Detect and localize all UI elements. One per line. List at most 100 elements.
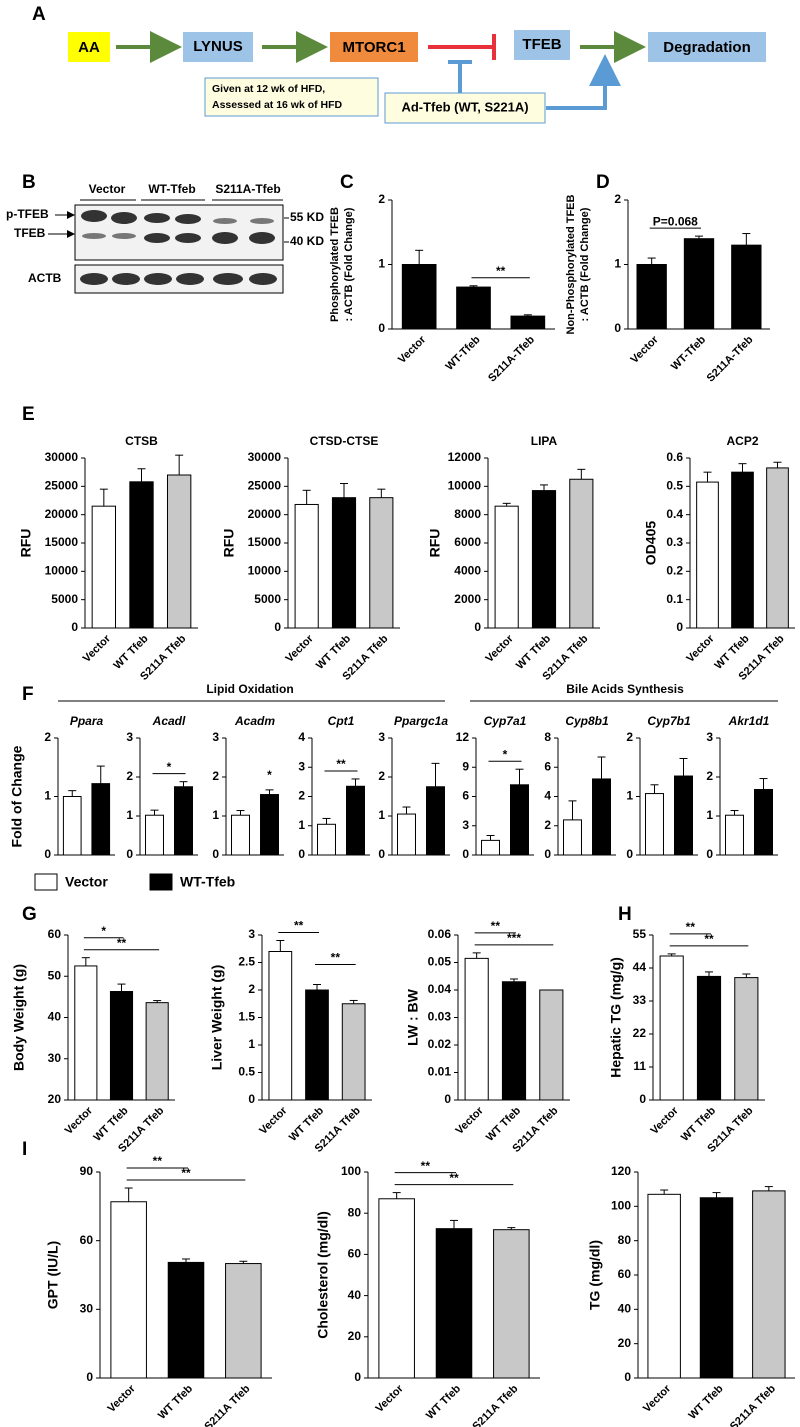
bar [369, 497, 394, 629]
y-tick-label: 2 [706, 769, 713, 783]
bar [510, 315, 546, 330]
lane-label: S211A-Tfeb [215, 182, 280, 196]
y-axis-label: RFU [221, 529, 237, 558]
bar [539, 989, 564, 1101]
y-axis-label: RFU [427, 529, 443, 558]
chart-title: Cyp7b1 [647, 714, 691, 728]
bar [346, 785, 365, 856]
x-tick-label: WT Tfeb [424, 1383, 463, 1422]
band-label: TFEB [14, 226, 46, 240]
marker-label: 40 KD [290, 234, 324, 248]
note-box [204, 77, 379, 117]
bar [305, 989, 329, 1101]
y-axis-label: RFU [18, 529, 34, 558]
y-tick-label: 0 [462, 847, 469, 861]
x-tick-label: Vector [454, 1104, 487, 1137]
note: Assessed at 16 wk of HFD [212, 99, 343, 111]
y-axis-label: Hepatic TG (mg/g) [608, 957, 624, 1078]
bar [510, 784, 529, 856]
legend-swatch [149, 873, 173, 891]
band-label: p-TFEB [6, 207, 49, 221]
legend-label: WT-Tfeb [180, 874, 235, 890]
lane-label: Vector [89, 182, 126, 196]
bar [696, 481, 719, 629]
y-tick-label: 1 [378, 808, 385, 822]
panel-label: C [340, 172, 354, 193]
y-tick-label: 0 [86, 1370, 93, 1384]
panel-label: A [32, 4, 46, 25]
x-tick-label: S211A-Tfeb [705, 334, 756, 385]
bar [766, 467, 789, 629]
y-tick-label: 6 [462, 789, 469, 803]
y-tick-label: 1 [378, 257, 385, 271]
bar [501, 981, 527, 1101]
y-tick-label: 0.03 [428, 1010, 452, 1024]
y-tick-label: 15000 [248, 535, 282, 549]
bar [317, 823, 336, 856]
y-tick-label: 2000 [454, 592, 481, 606]
y-tick-label: 60 [348, 1247, 362, 1261]
y-axis-label: TG (mg/dl) [587, 1240, 603, 1310]
y-axis-label: Cholesterol (mg/dl) [315, 1211, 331, 1339]
y-tick-label: 0 [212, 847, 219, 861]
y-tick-label: 44 [633, 960, 647, 974]
chart-title: Acadm [234, 714, 275, 728]
y-tick-label: 30000 [248, 450, 282, 464]
bar [645, 793, 664, 856]
y-tick-label: 4000 [454, 564, 481, 578]
y-tick-label: 60 [80, 1233, 94, 1247]
bar [166, 474, 192, 629]
note-box [384, 92, 546, 124]
bar [74, 965, 98, 1101]
y-axis-label: : ACTB (Fold Change) [343, 207, 355, 321]
annotation: * [167, 760, 172, 774]
y-tick-label: 1 [626, 789, 633, 803]
chart-title: CTSB [125, 434, 158, 448]
y-tick-label: 25000 [248, 479, 282, 493]
bar [592, 778, 611, 856]
lane-label: WT-Tfeb [148, 182, 195, 196]
node-label: LYNUS [193, 38, 242, 55]
y-tick-label: 3 [298, 759, 305, 773]
x-tick-label: S211A Tfeb [470, 1383, 520, 1427]
bar [456, 286, 491, 330]
annotation: ** [449, 1171, 459, 1185]
y-axis-label: : ACTB (Fold Change) [579, 207, 591, 321]
y-tick-label: 5000 [254, 592, 281, 606]
node-box [68, 32, 110, 62]
x-tick-label: WT-Tfeb [669, 334, 708, 373]
y-tick-label: 0 [624, 1370, 631, 1384]
node-box [648, 32, 766, 62]
x-tick-label: Vector [629, 333, 662, 366]
bar [145, 1002, 169, 1101]
y-tick-label: 2 [378, 769, 385, 783]
y-tick-label: 0 [71, 620, 78, 634]
group-header: Bile Acids Synthesis [566, 682, 684, 696]
y-tick-label: 0 [378, 321, 385, 335]
y-tick-label: 25000 [45, 479, 79, 493]
bar [110, 1201, 147, 1379]
bar [145, 814, 164, 856]
y-tick-label: 20 [348, 1329, 362, 1343]
y-tick-label: 8000 [454, 507, 481, 521]
bar [569, 478, 594, 629]
y-tick-label: 2 [378, 192, 385, 206]
y-tick-label: 10000 [248, 564, 282, 578]
treatment: Ad-Tfeb (WT, S221A) [401, 99, 528, 114]
y-tick-label: 22 [633, 1026, 647, 1040]
y-tick-label: 33 [633, 993, 647, 1007]
y-tick-label: 60 [618, 1267, 632, 1281]
y-tick-label: 0 [274, 620, 281, 634]
x-tick-label: WT-Tfeb [444, 334, 483, 373]
node-box [514, 30, 570, 60]
y-tick-label: 0 [614, 321, 621, 335]
blot [74, 204, 284, 261]
y-tick-label: 15000 [45, 535, 79, 549]
y-tick-label: 5000 [51, 592, 78, 606]
y-tick-label: 0 [248, 1092, 255, 1106]
bar [734, 977, 759, 1101]
bar [563, 819, 582, 856]
y-tick-label: 0 [474, 620, 481, 634]
y-tick-label: 0 [298, 847, 305, 861]
